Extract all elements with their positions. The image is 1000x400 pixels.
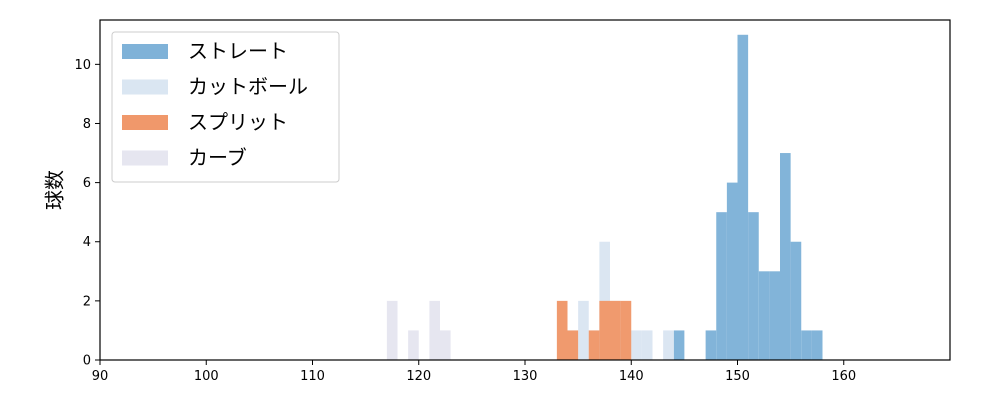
y-tick-label-1: 2 <box>83 294 91 309</box>
bar-series-0-bin-8 <box>780 153 791 360</box>
bar-series-0-bin-6 <box>758 271 770 360</box>
bar-series-3-bin-3 <box>440 330 451 360</box>
bar-series-0-bin-10 <box>801 330 812 360</box>
bar-series-0-bin-1 <box>705 330 717 360</box>
bar-series-2-bin-4 <box>610 300 621 360</box>
bar-series-1-bin-7 <box>641 330 653 360</box>
bar-series-3-bin-0 <box>386 300 398 360</box>
legend-swatch-3 <box>122 150 168 166</box>
bar-series-2-bin-2 <box>588 330 600 360</box>
bar-series-0-bin-9 <box>790 241 802 360</box>
legend-swatch-2 <box>122 115 168 130</box>
x-axis: 90 100 110 120 130 140 150 160 <box>92 360 856 384</box>
x-tick-label-0: 90 <box>92 369 109 384</box>
x-tick-label-3: 120 <box>406 369 431 384</box>
legend-label-0: ストレート <box>188 39 288 63</box>
y-axis: 0 2 4 6 8 10 <box>74 58 100 369</box>
bar-series-1-bin-8 <box>663 330 674 360</box>
x-tick-label-7: 160 <box>831 369 856 384</box>
x-tick-label-6: 150 <box>725 369 750 384</box>
bars-layer <box>386 34 823 361</box>
x-tick-label-4: 130 <box>513 369 538 384</box>
y-tick-label-3: 6 <box>83 176 91 191</box>
bar-series-2-bin-3 <box>599 300 610 360</box>
bar-series-0-bin-4 <box>737 34 749 361</box>
bar-series-1-bin-1 <box>578 300 589 360</box>
legend-label-2: スプリット <box>188 110 288 134</box>
bar-series-0-bin-2 <box>716 212 727 360</box>
legend-swatch-0 <box>122 44 168 59</box>
bar-series-2-bin-0 <box>556 300 568 360</box>
legend-box <box>111 31 340 183</box>
bar-series-0-bin-5 <box>748 212 759 360</box>
y-tick-label-4: 8 <box>83 117 91 132</box>
bar-series-1-bin-6 <box>631 330 642 360</box>
bar-series-0-bin-0 <box>673 330 685 360</box>
bar-series-2-bin-1 <box>567 330 579 360</box>
y-axis-label: 球数 <box>43 170 67 210</box>
x-tick-label-1: 100 <box>194 369 219 384</box>
bar-series-3-bin-1 <box>408 330 419 360</box>
x-tick-label-5: 140 <box>619 369 644 384</box>
bar-series-0-bin-3 <box>726 182 738 360</box>
x-tick-label-2: 110 <box>300 369 325 384</box>
y-tick-label-5: 10 <box>74 58 91 73</box>
bar-series-0-bin-11 <box>811 330 823 360</box>
y-tick-label-0: 0 <box>83 354 91 369</box>
bar-series-2-bin-5 <box>620 300 632 360</box>
legend-label-1: カットボール <box>188 75 308 99</box>
legend-swatch-1 <box>122 79 168 95</box>
y-tick-label-2: 4 <box>83 235 91 250</box>
bar-series-0-bin-7 <box>769 271 780 360</box>
legend-label-3: カーブ <box>188 146 247 170</box>
bar-series-3-bin-2 <box>429 300 440 360</box>
